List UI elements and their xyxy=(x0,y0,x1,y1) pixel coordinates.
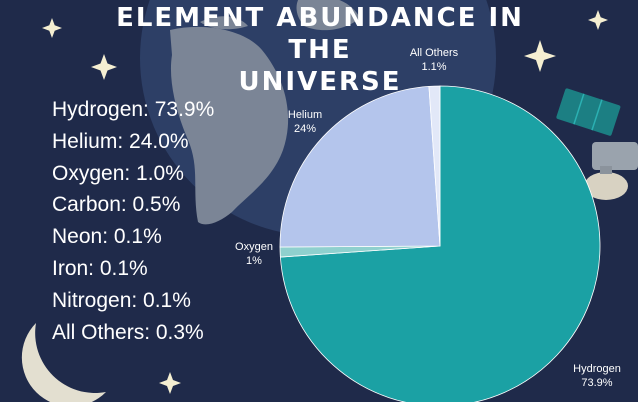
satellite xyxy=(556,88,638,200)
pie-label-all-others-value: 1.1% xyxy=(421,61,447,73)
stars xyxy=(42,10,608,394)
star-icon xyxy=(91,54,117,80)
abundance-item-nitrogen: Nitrogen: 0.1% xyxy=(52,288,191,312)
abundance-item-iron: Iron: 0.1% xyxy=(52,256,148,280)
star-icon xyxy=(159,372,181,394)
abundance-item-carbon: Carbon: 0.5% xyxy=(52,193,181,217)
star-icon xyxy=(524,40,556,72)
pie-label-helium-name: Helium xyxy=(287,109,323,121)
pie-label-hydrogen-value: 73.9% xyxy=(581,377,613,389)
pie-chart xyxy=(279,85,601,402)
crescent-moon xyxy=(21,323,106,402)
pie-label-all-others: All Others 1.1% xyxy=(396,46,472,74)
abundance-item-hydrogen: Hydrogen: 73.9% xyxy=(52,98,215,121)
abundance-list: Hydrogen: 73.9% Helium: 24.0% Oxygen: 1.… xyxy=(52,94,214,348)
pie-label-helium: Helium 24% xyxy=(275,108,335,136)
abundance-item-helium: Helium: 24.0% xyxy=(52,129,189,153)
pie-label-hydrogen: Hydrogen 73.9% xyxy=(560,362,634,390)
pie-slice-all-others xyxy=(428,85,441,247)
star-icon xyxy=(42,18,62,38)
pie-label-hydrogen-name: Hydrogen xyxy=(573,363,621,375)
abundance-item-oxygen: Oxygen: 1.0% xyxy=(52,161,184,185)
pie-slice-helium xyxy=(279,85,441,248)
abundance-item-neon: Neon: 0.1% xyxy=(52,225,162,249)
chart-title: ELEMENT ABUNDANCE IN THE UNIVERSE xyxy=(80,2,560,98)
pie-label-oxygen: Oxygen 1% xyxy=(224,240,284,268)
star-icon xyxy=(588,10,608,30)
pie-label-oxygen-value: 1% xyxy=(246,255,262,267)
pie-label-oxygen-name: Oxygen xyxy=(235,241,273,253)
abundance-item-all-others: All Others: 0.3% xyxy=(52,320,204,344)
title-line-1: ELEMENT ABUNDANCE IN THE xyxy=(116,3,524,65)
title-line-2: UNIVERSE xyxy=(238,67,402,97)
pie-label-helium-value: 24% xyxy=(293,123,317,135)
pie-label-all-others-name: All Others xyxy=(409,47,459,59)
